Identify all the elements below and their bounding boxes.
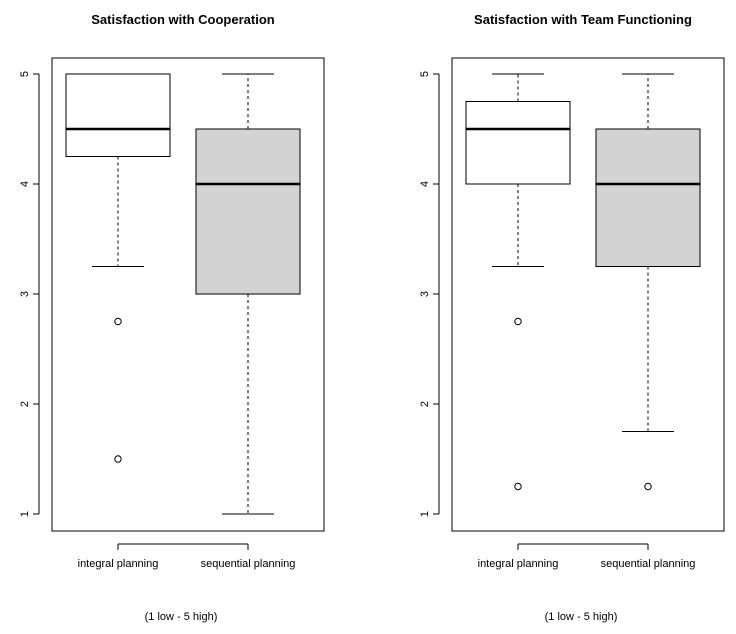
y-tick-label: 4	[419, 181, 431, 187]
y-tick-label: 5	[419, 71, 431, 77]
box-2	[595, 73, 701, 491]
outlier-point	[644, 482, 652, 491]
y-tick-label: 4	[19, 181, 31, 187]
box-1	[465, 73, 571, 491]
iqr-box	[65, 73, 171, 157]
y-tick-label: 3	[19, 291, 31, 297]
plot-frame	[451, 57, 725, 532]
chart-panel-2: Satisfaction with Team Functioning 1 2 3 4 5 i…	[419, 12, 725, 623]
x-category-label: integral planning	[478, 558, 559, 570]
outlier-point	[514, 317, 522, 326]
iqr-box	[195, 128, 301, 295]
plot-frame	[51, 57, 325, 532]
chart-panel-1: Satisfaction with Cooperation 1 2 3 4 5 integr…	[19, 12, 325, 623]
iqr-box	[465, 101, 571, 185]
y-tick-label: 3	[419, 291, 431, 297]
outlier-point	[114, 317, 122, 326]
box-2	[195, 73, 301, 515]
iqr-box	[595, 128, 701, 267]
x-category-label: integral planning	[78, 558, 159, 570]
outlier-point	[514, 482, 522, 491]
x-axis-label: (1 low - 5 high)	[145, 611, 218, 623]
y-tick-label: 2	[19, 401, 31, 407]
x-category-label: sequential planning	[201, 558, 296, 570]
box-1	[65, 73, 171, 463]
chart-title: Satisfaction with Cooperation	[91, 12, 275, 27]
y-tick-label: 2	[419, 401, 431, 407]
x-category-label: sequential planning	[601, 558, 696, 570]
outlier-point	[114, 455, 122, 463]
y-tick-label: 5	[19, 71, 31, 77]
x-axis-label: (1 low - 5 high)	[545, 611, 618, 623]
chart-title: Satisfaction with Team Functioning	[474, 12, 692, 27]
y-tick-label: 1	[419, 511, 431, 517]
y-tick-label: 1	[19, 511, 31, 517]
